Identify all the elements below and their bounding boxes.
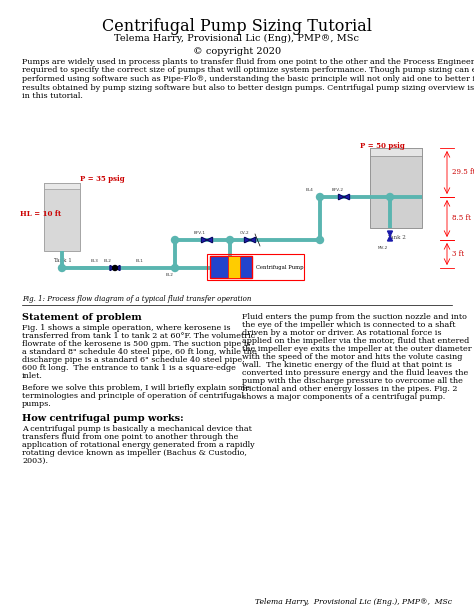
Polygon shape (388, 231, 392, 236)
Text: pumps.: pumps. (22, 400, 52, 408)
Circle shape (112, 265, 118, 270)
Text: Fig. 1: Process flow diagram of a typical fluid transfer operation: Fig. 1: Process flow diagram of a typica… (22, 295, 251, 303)
Text: wall.  The kinetic energy of the fluid at that point is: wall. The kinetic energy of the fluid at… (242, 361, 452, 369)
Text: Fluid enters the pump from the suction nozzle and into: Fluid enters the pump from the suction n… (242, 313, 467, 321)
Bar (228, 256, 240, 278)
Text: EI-2: EI-2 (104, 259, 112, 263)
Text: with the speed of the motor and hits the volute casing: with the speed of the motor and hits the… (242, 353, 462, 361)
Text: performed using software such as Pipe-Flo®, understanding the basic principle wi: performed using software such as Pipe-Fl… (22, 75, 474, 83)
Text: driven by a motor or driver. As rotational force is: driven by a motor or driver. As rotation… (242, 329, 441, 337)
Text: converted into pressure energy and the fluid leaves the: converted into pressure energy and the f… (242, 369, 468, 377)
Text: results obtained by pump sizing software but also to better design pumps. Centri: results obtained by pump sizing software… (22, 83, 474, 91)
Bar (370, 148, 422, 228)
Text: the eye of the impeller which is connected to a shaft: the eye of the impeller which is connect… (242, 321, 456, 329)
Text: Telema Harry, Provisional Lic (Eng), PMP®, MSc: Telema Harry, Provisional Lic (Eng), PMP… (115, 34, 359, 43)
Text: P = 50 psig: P = 50 psig (360, 142, 405, 150)
Text: EI-4: EI-4 (306, 188, 314, 192)
Text: 3 ft: 3 ft (452, 250, 464, 258)
Text: required to specify the correct size of pumps that will optimize system performa: required to specify the correct size of … (22, 66, 474, 75)
Text: EI-2: EI-2 (166, 273, 174, 277)
Text: Before we solve this problem, I will briefly explain some: Before we solve this problem, I will bri… (22, 384, 250, 392)
Polygon shape (344, 194, 349, 200)
Text: Centrifugal Pump Sizing Tutorial: Centrifugal Pump Sizing Tutorial (102, 18, 372, 35)
Text: flowrate of the kerosene is 500 gpm. The suction pipe is: flowrate of the kerosene is 500 gpm. The… (22, 340, 250, 348)
Text: the impeller eye exits the impeller at the outer diameter: the impeller eye exits the impeller at t… (242, 345, 472, 353)
Polygon shape (245, 237, 250, 243)
Text: Tank 2: Tank 2 (387, 235, 405, 240)
Text: transfers fluid from one point to another through the: transfers fluid from one point to anothe… (22, 433, 238, 441)
Text: CV-2: CV-2 (240, 231, 250, 235)
Polygon shape (201, 237, 207, 243)
Text: transferred from tank 1 to tank 2 at 60°F. The volumetric: transferred from tank 1 to tank 2 at 60°… (22, 332, 255, 340)
Circle shape (58, 264, 65, 272)
Text: Pumps are widely used in process plants to transfer fluid from one point to the : Pumps are widely used in process plants … (22, 58, 474, 66)
Text: 8.5 ft: 8.5 ft (452, 215, 471, 223)
Text: in this tutorial.: in this tutorial. (22, 92, 83, 100)
Text: Fig. 1 shows a simple operation, where kerosene is: Fig. 1 shows a simple operation, where k… (22, 324, 230, 332)
Circle shape (172, 237, 179, 243)
Circle shape (317, 194, 323, 200)
Text: A centrifugal pump is basically a mechanical device that: A centrifugal pump is basically a mechan… (22, 425, 252, 433)
Circle shape (317, 237, 323, 243)
Text: Telema Harry,  Provisional Lic (Eng.), PMP®,  MSc: Telema Harry, Provisional Lic (Eng.), PM… (255, 598, 452, 606)
Bar (370, 148, 422, 156)
Text: 29.5 ft: 29.5 ft (452, 169, 474, 177)
Text: How centrifugal pump works:: How centrifugal pump works: (22, 414, 183, 423)
Polygon shape (388, 236, 392, 241)
Bar (44, 183, 80, 189)
Bar (210, 256, 252, 278)
Text: HL = 10 ft: HL = 10 ft (20, 210, 61, 218)
Text: application of rotational energy generated from a rapidly: application of rotational energy generat… (22, 441, 255, 449)
Circle shape (227, 237, 234, 243)
Text: shows a major components of a centrifugal pump.: shows a major components of a centrifuga… (242, 393, 445, 401)
Bar (44, 183, 80, 251)
Text: Tank 1: Tank 1 (53, 258, 72, 263)
Circle shape (172, 264, 179, 272)
Text: frictional and other energy losses in the pipes. Fig. 2: frictional and other energy losses in th… (242, 385, 457, 393)
Text: Statement of problem: Statement of problem (22, 313, 142, 322)
Text: BFV-2: BFV-2 (332, 188, 344, 192)
Circle shape (386, 194, 393, 200)
Text: P = 35 psig: P = 35 psig (80, 175, 125, 183)
Text: BFV-1: BFV-1 (194, 231, 206, 235)
Polygon shape (115, 265, 120, 270)
Text: rotating device known as impeller (Bachus & Custodio,: rotating device known as impeller (Bachu… (22, 449, 247, 457)
Circle shape (227, 264, 234, 272)
Text: 2003).: 2003). (22, 457, 48, 465)
Text: EI-1: EI-1 (136, 259, 144, 263)
Polygon shape (250, 237, 255, 243)
Text: © copyright 2020: © copyright 2020 (193, 47, 281, 56)
Polygon shape (207, 237, 212, 243)
Text: discharge pipe is a standard 6" schedule 40 steel pipe,: discharge pipe is a standard 6" schedule… (22, 356, 245, 364)
Polygon shape (110, 265, 115, 270)
Text: Centrifugal Pump: Centrifugal Pump (256, 264, 303, 270)
Text: pump with the discharge pressure to overcome all the: pump with the discharge pressure to over… (242, 377, 463, 385)
Text: 600 ft long.  The entrance to tank 1 is a square-edge: 600 ft long. The entrance to tank 1 is a… (22, 364, 236, 372)
Text: a standard 8" schedule 40 steel pipe, 60 ft long, while the: a standard 8" schedule 40 steel pipe, 60… (22, 348, 257, 356)
Text: inlet.: inlet. (22, 372, 43, 380)
Text: MV-2: MV-2 (378, 246, 388, 250)
Bar (207, 254, 304, 280)
Text: applied on the impeller via the motor, fluid that entered: applied on the impeller via the motor, f… (242, 337, 469, 345)
Text: terminologies and principle of operation of centrifugal: terminologies and principle of operation… (22, 392, 244, 400)
Text: EI-3: EI-3 (91, 259, 99, 263)
Polygon shape (338, 194, 344, 200)
